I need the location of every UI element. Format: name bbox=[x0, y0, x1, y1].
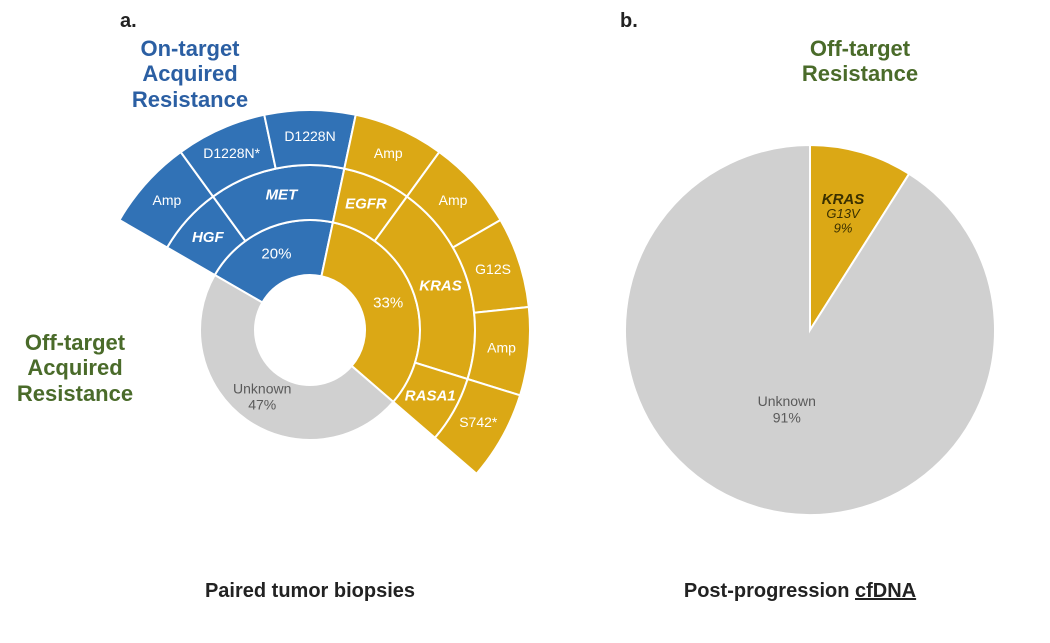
panel-a-caption: Paired tumor biopsies bbox=[160, 580, 460, 603]
svg-text:Amp: Amp bbox=[487, 340, 516, 356]
svg-text:D1228N*: D1228N* bbox=[203, 145, 260, 161]
svg-text:EGFR: EGFR bbox=[345, 195, 387, 212]
svg-text:KRAS: KRAS bbox=[419, 278, 462, 295]
svg-text:HGF: HGF bbox=[192, 229, 225, 246]
svg-text:33%: 33% bbox=[373, 295, 403, 312]
panel-b-title: Off-targetResistance bbox=[750, 36, 970, 87]
chart-b-pie: KRASG13V9%Unknown91% bbox=[610, 130, 1010, 535]
svg-text:G12S: G12S bbox=[475, 261, 511, 277]
svg-text:Amp: Amp bbox=[374, 145, 403, 161]
panel-a-label: a. bbox=[120, 10, 137, 33]
svg-text:Amp: Amp bbox=[153, 192, 182, 208]
chart-a-sunburst: 20%33%Unknown47%HGFMETEGFRKRASRASA1AmpD1… bbox=[80, 100, 540, 565]
svg-text:D1228N: D1228N bbox=[284, 128, 335, 144]
panel-b-caption: Post-progression cfDNA bbox=[640, 580, 960, 603]
svg-text:RASA1: RASA1 bbox=[405, 388, 456, 405]
svg-text:Amp: Amp bbox=[439, 192, 468, 208]
svg-text:S742*: S742* bbox=[459, 414, 498, 430]
panel-b-label: b. bbox=[620, 10, 638, 33]
svg-text:20%: 20% bbox=[261, 246, 291, 263]
svg-text:MET: MET bbox=[266, 186, 300, 203]
pie-slice bbox=[625, 145, 995, 515]
